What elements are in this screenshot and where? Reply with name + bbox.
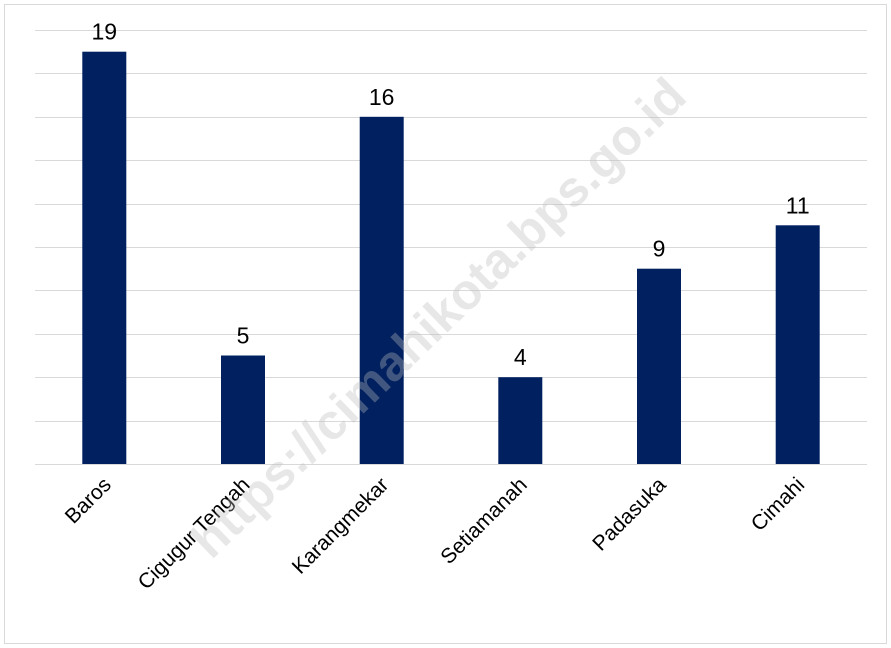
- chart-frame: [4, 4, 887, 644]
- data-label: 16: [369, 84, 395, 110]
- data-label: 19: [92, 19, 118, 45]
- x-tick-label: Cimahi: [747, 473, 809, 535]
- watermark-text: https://cimahikota.bps.go.id: [180, 67, 696, 568]
- grid: [35, 30, 867, 465]
- x-tick-label: Setiamanah: [436, 473, 532, 569]
- bar-cigugur-tengah: [221, 355, 265, 464]
- data-label: 5: [237, 323, 250, 349]
- bar-cimahi: [775, 225, 820, 464]
- bar-karangmekar: [359, 116, 404, 465]
- x-tick-label: Baros: [61, 473, 116, 528]
- x-tick-label: Karangmekar: [288, 473, 393, 578]
- x-tick-labels: Baros Cigugur Tengah Karangmekar Setiamanah…: [61, 473, 809, 594]
- data-label: 4: [514, 344, 527, 370]
- data-labels: 19 5 16 4 9 11: [92, 19, 810, 371]
- bar-baros: [82, 51, 127, 464]
- bar-setiamanah: [498, 377, 543, 464]
- data-label: 11: [786, 192, 810, 218]
- data-label: 9: [653, 236, 666, 262]
- bar-padasuka: [637, 268, 681, 464]
- bars: [82, 51, 820, 465]
- x-tick-label: Padasuka: [588, 473, 671, 556]
